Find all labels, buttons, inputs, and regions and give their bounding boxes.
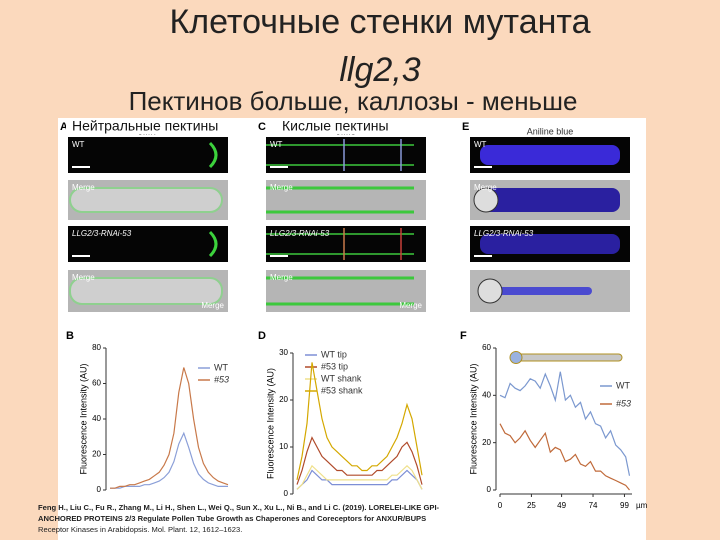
grain — [473, 187, 499, 213]
x-tick-label: 49 — [557, 501, 566, 510]
image-label: Merge — [270, 273, 293, 282]
panel-letter: C — [258, 121, 266, 133]
panel-letter: B — [66, 330, 74, 342]
image-label: WT — [270, 140, 283, 149]
legend-label: WT — [214, 362, 228, 372]
tube — [492, 287, 592, 295]
x-tick-label: 0 — [498, 501, 503, 510]
image-label: WT — [474, 140, 487, 149]
legend-label: #53 — [616, 398, 631, 408]
citation: ANCHORED PROTEINS 2/3 Regulate Pollen Tu… — [38, 514, 426, 523]
tube — [69, 277, 223, 305]
y-tick-label: 20 — [279, 395, 288, 404]
legend-label: #53 tip — [321, 361, 348, 371]
y-axis-label: Fluorescence Intensity (AU) — [78, 363, 88, 474]
legend-label: WT — [616, 380, 630, 390]
y-tick-label: 60 — [92, 379, 101, 388]
x-tick-label: 25 — [527, 501, 536, 510]
panel-letter: D — [258, 330, 266, 342]
signal — [208, 141, 218, 169]
y-tick-label: 10 — [279, 442, 288, 451]
legend-label: #53 shank — [321, 385, 363, 395]
series-line — [296, 362, 423, 481]
series-line — [296, 436, 423, 485]
series-line — [110, 367, 229, 489]
grain-diagram — [509, 351, 523, 364]
image-label: LLG2/3-RNAi-53 — [474, 229, 534, 238]
signal — [480, 234, 620, 254]
series-line — [296, 469, 423, 490]
signal — [208, 230, 218, 258]
image-label: LLG2/3-RNAi-53 — [270, 229, 330, 238]
image-label: Merge — [201, 301, 224, 310]
y-tick-label: 20 — [482, 438, 491, 447]
y-tick-label: 0 — [97, 485, 102, 494]
grain — [477, 278, 503, 304]
image-label: LLG2/3-RNAi-53 — [72, 229, 132, 238]
y-tick-label: 0 — [487, 485, 492, 494]
legend-label: WT tip — [321, 349, 347, 359]
tube — [69, 187, 223, 213]
image-label: Merge — [270, 183, 293, 192]
series-line — [296, 464, 423, 490]
overlay-bg — [66, 118, 258, 134]
y-axis-label: Fluorescence Intensity (AU) — [265, 368, 275, 479]
x-tick-label: 99 — [620, 501, 629, 510]
overlay-bg — [278, 118, 418, 134]
series-line — [499, 423, 630, 491]
citation: Feng H., Liu C., Fu R., Zhang M., Li H.,… — [38, 503, 440, 512]
citation: Receptor Kinases in Arabidopsis. Mol. Pl… — [38, 525, 242, 534]
y-axis-label: Fluorescence Intensity (AU) — [468, 363, 478, 474]
legend-label: WT shank — [321, 373, 362, 383]
panel-header: Aniline blue — [527, 126, 574, 136]
y-tick-label: 60 — [482, 343, 491, 352]
overlay-label: Кислые пектины — [282, 118, 389, 134]
legend-label: #53 — [214, 374, 229, 384]
y-tick-label: 20 — [92, 450, 101, 459]
overlay-label: Нейтральные пектины — [72, 118, 218, 134]
image-label: Merge — [72, 183, 95, 192]
title: Клеточные стенки мутанта — [170, 3, 591, 41]
micrograph — [68, 137, 228, 173]
micrograph — [266, 137, 426, 173]
y-tick-label: 40 — [92, 414, 101, 423]
series-line — [110, 431, 228, 489]
image-label: Merge — [72, 273, 95, 282]
signal — [480, 145, 620, 165]
image-label: Merge — [474, 183, 497, 192]
title: llg2,3 — [339, 51, 420, 89]
y-tick-label: 0 — [284, 489, 289, 498]
tube-diagram — [513, 353, 623, 362]
image-label: WT — [72, 140, 85, 149]
series-line — [499, 371, 631, 476]
y-tick-label: 80 — [92, 343, 101, 352]
panel-letter: F — [460, 330, 467, 342]
panel-letter: A — [60, 121, 68, 133]
panel-letter: E — [462, 121, 469, 133]
micrograph — [266, 226, 426, 262]
signal — [480, 188, 620, 212]
subtitle: Пектинов больше, каллозы - меньше — [129, 86, 578, 116]
x-unit: µm — [636, 501, 648, 510]
image-label: Merge — [399, 301, 422, 310]
micrograph — [68, 226, 228, 262]
x-tick-label: 74 — [589, 501, 598, 510]
y-tick-label: 30 — [279, 348, 288, 357]
y-tick-label: 40 — [482, 390, 491, 399]
